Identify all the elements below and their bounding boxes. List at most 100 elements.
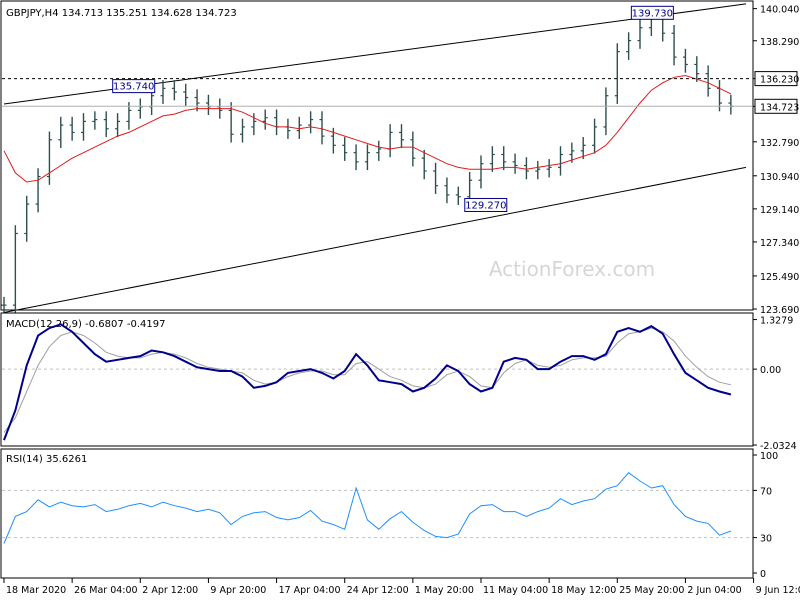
rsi-y-tick: 100 — [753, 451, 778, 462]
macd-panel: MACD(12,26,9) -0.6807 -0.4197 1.3279 0.00… — [0, 312, 797, 452]
price-y-tick-label: 129.140 — [760, 205, 799, 216]
price-bar — [671, 24, 677, 66]
price-bar — [694, 56, 700, 82]
annotation-0: 135.740 — [112, 79, 156, 94]
time-axis-tick: 18 May 12:00 — [548, 578, 616, 596]
price-bar — [81, 113, 86, 141]
rsi-y-tick-label: 100 — [760, 451, 778, 462]
price-bar — [569, 142, 575, 163]
macd-y-tick-label: 1.3279 — [760, 316, 793, 327]
price-panel-title: GBPJPY,H4 134.713 135.251 134.628 134.72… — [6, 8, 237, 19]
time-axis-tick: 1 May 20:00 — [412, 578, 474, 596]
rsi-panel: RSI(14) 35.6261 100 70 30 0 — [0, 448, 778, 580]
rsi-line — [3, 472, 732, 544]
price-y-tick-label: 138.290 — [760, 37, 799, 48]
price-bar — [58, 116, 64, 149]
rsi-y-tick: 0 — [753, 569, 766, 580]
price-bar — [592, 118, 598, 154]
rsi-y-tick-label: 30 — [760, 534, 772, 545]
price-bar — [12, 225, 18, 314]
price-bar — [308, 111, 314, 134]
price-y-tick: 129.140 — [753, 205, 799, 216]
price-moving-average — [3, 74, 732, 183]
price-bar — [489, 146, 495, 172]
time-axis-tick: 2 Apr 12:00 — [139, 578, 198, 596]
price-bar — [682, 48, 688, 73]
price-bar — [523, 157, 529, 180]
price-bar — [410, 131, 416, 167]
price-y-tick: 123.690 — [753, 305, 799, 316]
macd-y-tick: -2.0324 — [753, 441, 797, 452]
rsi-lines — [2, 472, 752, 544]
price-bar — [433, 162, 439, 194]
price-bar — [512, 153, 518, 174]
price-bars — [1, 6, 734, 314]
price-bar — [1, 296, 7, 314]
price-y-tick-label: 130.940 — [760, 172, 799, 183]
price-bar — [705, 65, 711, 97]
macd-y-tick: 1.3279 — [753, 316, 793, 327]
price-y-tick: 132.790 — [753, 138, 799, 149]
rsi-y-tick-label: 0 — [760, 569, 766, 580]
price-bar — [92, 111, 98, 130]
price-panel: GBPJPY,H4 134.713 135.251 134.628 134.72… — [0, 0, 799, 316]
time-axis-tick-label: 9 Apr 20:00 — [210, 585, 266, 596]
annotation-label: 139.730 — [632, 8, 673, 19]
price-bar — [240, 118, 245, 143]
price-y-tick-label: 134.723 — [760, 102, 799, 113]
time-axis-tick-label: 24 Apr 12:00 — [347, 585, 409, 596]
price-y-tick-highlight — [754, 71, 798, 87]
time-axis-tick: 18 Mar 2020 — [3, 578, 66, 596]
rsi-y-tick: 70 — [753, 486, 772, 497]
price-bar — [399, 124, 404, 149]
price-bar — [69, 116, 75, 141]
macd-y-tick: 0.00 — [753, 365, 781, 376]
macd-y-tick-label: -2.0324 — [760, 441, 797, 452]
time-axis-tick-label: 18 Mar 2020 — [6, 585, 66, 596]
time-axis-tick: 9 Jun 12:00 — [753, 578, 800, 596]
time-axis-tick-label: 18 May 12:00 — [551, 585, 616, 596]
time-axis-tick: 9 Apr 20:00 — [207, 578, 266, 596]
rsi-y-tick-label: 70 — [760, 486, 772, 497]
price-y-tick: 125.490 — [753, 272, 799, 283]
price-bar — [603, 87, 609, 136]
price-bar — [455, 186, 461, 206]
time-axis-tick-label: 9 Jun 12:00 — [756, 585, 800, 596]
price-bar — [580, 137, 586, 160]
price-annotations: 135.740 139.730 129.270 — [112, 5, 674, 212]
price-y-tick: 127.340 — [753, 238, 799, 249]
price-bar — [444, 177, 450, 204]
rsi-y-tick: 30 — [753, 534, 772, 545]
price-bar — [171, 80, 177, 101]
annotation-label: 135.740 — [113, 82, 154, 93]
price-bar — [614, 43, 620, 104]
price-bar — [103, 111, 109, 138]
price-bar — [478, 155, 484, 189]
annotation-box — [112, 79, 156, 94]
price-bar — [24, 195, 30, 242]
macd-lines — [2, 323, 752, 441]
price-bar — [160, 80, 166, 104]
price-bar — [546, 159, 552, 178]
price-y-tick-label: 136.230 — [760, 75, 799, 86]
price-bar — [353, 144, 359, 171]
price-y-tick-label: 125.490 — [760, 272, 799, 283]
price-bar — [558, 146, 563, 176]
time-axis-tick-label: 2 Jun 04:00 — [687, 585, 741, 596]
price-y-tick: 134.723 — [753, 98, 799, 114]
rsi-panel-frame — [0, 448, 754, 579]
macd-y-axis: 1.3279 0.00 -2.0324 — [753, 316, 797, 452]
time-axis-tick: 2 Jun 04:00 — [684, 578, 742, 596]
price-bar — [626, 32, 632, 60]
annotation-box — [630, 5, 674, 20]
time-axis-tick-label: 17 Apr 04:00 — [279, 585, 341, 596]
price-bar — [251, 113, 257, 136]
rsi-y-axis: 100 70 30 0 — [753, 451, 778, 580]
annotation-label: 129.270 — [465, 200, 506, 211]
price-bar — [46, 131, 52, 185]
price-y-tick-label: 123.690 — [760, 305, 799, 316]
annotation-1: 139.730 — [630, 5, 674, 20]
price-y-tick: 130.940 — [753, 172, 799, 183]
time-axis-tick: 11 May 04:00 — [480, 578, 548, 596]
